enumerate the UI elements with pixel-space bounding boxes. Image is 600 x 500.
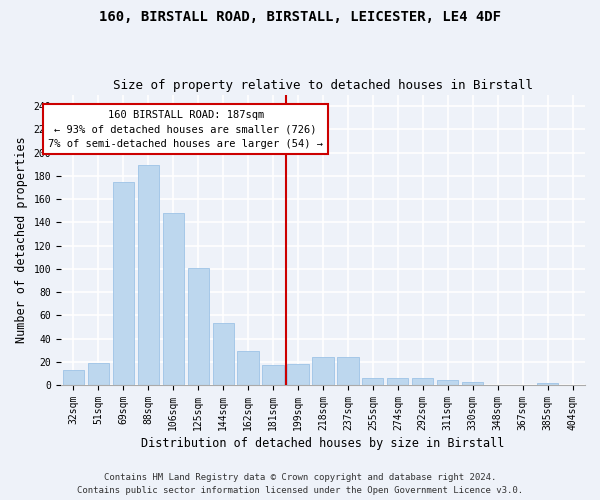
- X-axis label: Distribution of detached houses by size in Birstall: Distribution of detached houses by size …: [141, 437, 505, 450]
- Text: Contains HM Land Registry data © Crown copyright and database right 2024.
Contai: Contains HM Land Registry data © Crown c…: [77, 474, 523, 495]
- Bar: [537, 383, 558, 385]
- Bar: [212, 324, 234, 385]
- Bar: [163, 213, 184, 385]
- Bar: [238, 352, 259, 385]
- Bar: [337, 357, 359, 385]
- Title: Size of property relative to detached houses in Birstall: Size of property relative to detached ho…: [113, 79, 533, 92]
- Bar: [412, 378, 433, 385]
- Bar: [437, 380, 458, 385]
- Bar: [387, 378, 409, 385]
- Bar: [262, 366, 284, 385]
- Bar: [362, 378, 383, 385]
- Bar: [63, 370, 84, 385]
- Text: 160, BIRSTALL ROAD, BIRSTALL, LEICESTER, LE4 4DF: 160, BIRSTALL ROAD, BIRSTALL, LEICESTER,…: [99, 10, 501, 24]
- Bar: [188, 268, 209, 385]
- Bar: [287, 364, 308, 385]
- Bar: [137, 166, 159, 385]
- Bar: [313, 357, 334, 385]
- Bar: [462, 382, 484, 385]
- Bar: [88, 363, 109, 385]
- Bar: [113, 182, 134, 385]
- Y-axis label: Number of detached properties: Number of detached properties: [15, 136, 28, 343]
- Text: 160 BIRSTALL ROAD: 187sqm
← 93% of detached houses are smaller (726)
7% of semi-: 160 BIRSTALL ROAD: 187sqm ← 93% of detac…: [48, 110, 323, 150]
